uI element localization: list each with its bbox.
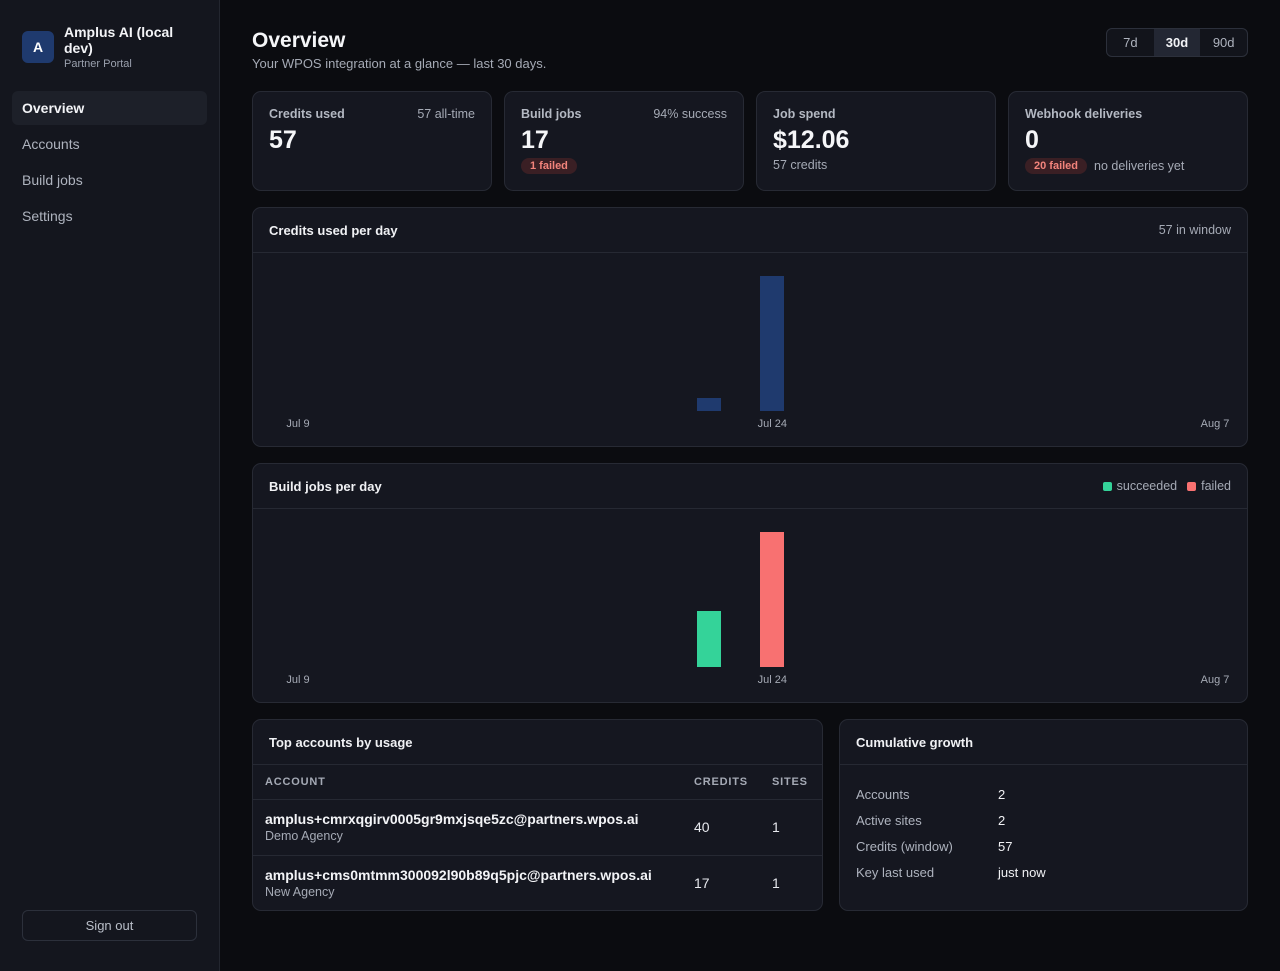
stat-value: 0 (1025, 126, 1039, 154)
top-accounts-table: ACCOUNT CREDITS SITES amplus+cmrxqgirv00… (253, 765, 822, 911)
range-selector: 7d 30d 90d (1106, 28, 1248, 57)
stat-foot: 57 credits (773, 158, 828, 172)
brand: A Amplus AI (local dev) Partner Portal (22, 24, 194, 70)
chart-bar (760, 532, 785, 667)
account-email: amplus+cms0mtmm300092l90b89q5pjc@partner… (265, 867, 652, 884)
stat-card-job-spend: Job spend $12.06 57 credits (756, 91, 996, 191)
growth-row-key-last-used: Key last used just now (856, 859, 1231, 885)
chart-title: Credits used per day (269, 222, 398, 238)
chart-bar (760, 276, 785, 411)
growth-key: Key last used (856, 864, 935, 880)
stat-aside: 57 all-time (417, 107, 475, 121)
x-tick-label: Jul 9 (286, 674, 310, 686)
stat-value: $12.06 (773, 126, 850, 154)
range-7d-button[interactable]: 7d (1107, 29, 1154, 56)
chart-bar (697, 398, 722, 411)
legend-label: failed (1201, 479, 1231, 493)
account-email: amplus+cmrxqgirv0005gr9mxjsqe5zc@partner… (265, 811, 639, 827)
stat-foot: no deliveries yet (1094, 159, 1185, 173)
column-header-account: ACCOUNT (253, 765, 694, 800)
cumulative-growth-card: Cumulative growth Accounts 2 Active site… (839, 719, 1248, 911)
account-credits: 40 (694, 799, 772, 856)
sign-out-button[interactable]: Sign out (22, 910, 197, 941)
chart-plot-area: Jul 9 Jul 24 Aug 7 (253, 253, 1247, 447)
sidebar: A Amplus AI (local dev) Partner Portal O… (0, 0, 220, 971)
growth-value: just now (998, 864, 1046, 880)
account-org: Demo Agency (265, 829, 343, 843)
growth-key: Accounts (856, 786, 910, 802)
stat-label: Job spend (773, 107, 836, 121)
growth-value: 2 (998, 786, 1006, 802)
legend-swatch-failed (1187, 481, 1197, 491)
account-credits: 17 (694, 875, 710, 892)
account-org: New Agency (265, 885, 335, 900)
page-title: Overview (252, 29, 346, 52)
growth-row-active-sites: Active sites 2 (856, 807, 1231, 833)
column-header-sites: SITES (772, 765, 822, 800)
stat-label: Webhook deliveries (1025, 107, 1143, 121)
range-90d-button[interactable]: 90d (1200, 29, 1247, 56)
account-sites: 1 (772, 799, 822, 856)
account-sites: 1 (772, 875, 780, 892)
growth-key: Credits (window) (856, 838, 953, 854)
legend-label: succeeded (1116, 479, 1178, 493)
legend-item-succeeded: succeeded (1102, 479, 1178, 493)
sidebar-item-settings[interactable]: Settings (22, 208, 73, 224)
x-tick-label: Aug 7 (1200, 674, 1230, 686)
growth-row-credits-window: Credits (window) 57 (856, 833, 1231, 859)
chart-plot-area: Jul 9 Jul 24 Aug 7 (253, 509, 1247, 703)
chart-legend: succeeded failed (1093, 479, 1231, 493)
x-tick-label: Jul 24 (757, 418, 787, 430)
legend-swatch-succeeded (1102, 481, 1112, 491)
table-row[interactable]: amplus+cmrxqgirv0005gr9mxjsqe5zc@partner… (253, 799, 822, 856)
card-title: Top accounts by usage (269, 734, 413, 750)
growth-row-accounts: Accounts 2 (856, 781, 1231, 807)
column-header-credits: CREDITS (694, 765, 772, 800)
brand-name: Amplus AI (local dev) (64, 24, 174, 56)
x-tick-label: Aug 7 (1200, 418, 1230, 430)
failed-badge: 20 failed (1025, 158, 1088, 174)
chart-aside: 57 in window (1158, 223, 1231, 237)
top-accounts-card: Top accounts by usage ACCOUNT CREDITS SI… (252, 719, 823, 911)
brand-avatar: A (22, 31, 54, 63)
card-title: Cumulative growth (856, 734, 974, 750)
sidebar-item-build-jobs[interactable]: Build jobs (22, 172, 83, 188)
sidebar-nav: Overview Accounts Build jobs Settings (12, 91, 207, 235)
growth-value: 57 (998, 838, 1013, 854)
stat-label: Build jobs (521, 107, 582, 121)
build-jobs-per-day-chart: Build jobs per day succeeded failed Jul … (252, 463, 1248, 703)
x-tick-label: Jul 24 (757, 674, 787, 686)
chart-title: Build jobs per day (269, 478, 382, 494)
page-subtitle: Your WPOS integration at a glance — last… (252, 56, 547, 71)
sidebar-item-accounts[interactable]: Accounts (22, 136, 80, 152)
stat-value: 17 (521, 126, 549, 154)
stat-value: 57 (269, 126, 297, 154)
growth-key: Active sites (856, 812, 922, 828)
growth-value: 2 (998, 812, 1006, 828)
sidebar-item-overview[interactable]: Overview (12, 91, 207, 125)
failed-badge: 1 failed (521, 158, 577, 174)
stat-aside: 94% success (653, 107, 727, 121)
stat-card-webhook-deliveries: Webhook deliveries 0 20 failed no delive… (1008, 91, 1248, 191)
legend-item-failed: failed (1187, 479, 1231, 493)
table-row[interactable]: amplus+cms0mtmm300092l90b89q5pjc@partner… (253, 855, 822, 911)
brand-subtitle: Partner Portal (64, 58, 132, 70)
chart-bar (697, 611, 722, 667)
range-30d-button[interactable]: 30d (1153, 29, 1201, 56)
stat-label: Credits used (269, 107, 345, 121)
stat-card-credits-used: Credits used 57 all-time 57 (252, 91, 492, 191)
stat-card-build-jobs: Build jobs 94% success 17 1 failed (504, 91, 744, 191)
x-tick-label: Jul 9 (286, 418, 310, 430)
